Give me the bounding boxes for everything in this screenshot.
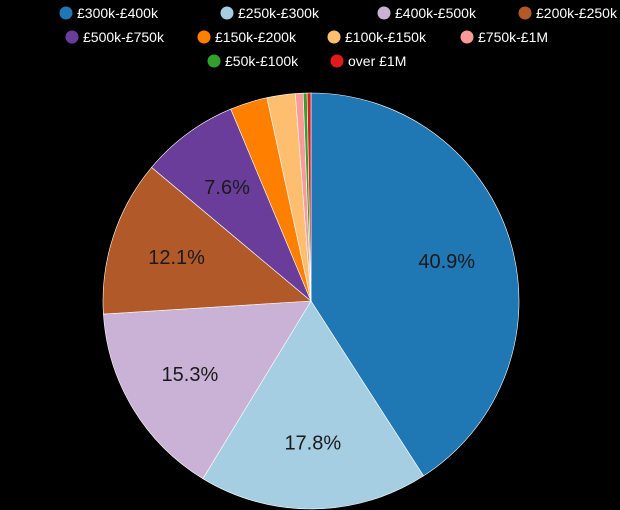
legend-item-500k-750k: £500k-£750k — [65, 29, 165, 45]
legend-swatch — [460, 30, 474, 44]
slice-250k-300k — [202, 300, 424, 510]
slice-400k-500k — [103, 300, 312, 480]
slice-over-1m — [306, 92, 312, 302]
slice-label-300k-400k: 40.9% — [418, 251, 475, 273]
legend-item-100k-150k: £100k-£150k — [327, 29, 427, 45]
legend-item-750k-1m: £750k-£1M — [460, 29, 548, 45]
slice-500k-750k — [151, 108, 312, 302]
legend-swatch — [65, 30, 79, 44]
legend-label: £750k-£1M — [478, 29, 548, 45]
legend-label: £500k-£750k — [83, 29, 165, 45]
legend-item-300k-400k: £300k-£400k — [59, 5, 159, 21]
legend-swatch — [377, 6, 391, 20]
legend-item-200k-250k: £200k-£250k — [518, 5, 618, 21]
slice-label-500k-750k: 7.6% — [204, 177, 250, 199]
legend-item-over-1m: over £1M — [330, 53, 406, 69]
slice-label-250k-300k: 17.8% — [284, 432, 341, 454]
legend-label: over £1M — [348, 53, 406, 69]
legend-item-400k-500k: £400k-£500k — [377, 5, 477, 21]
legend-swatch — [518, 6, 532, 20]
legend-label: £200k-£250k — [536, 5, 618, 21]
slice-300k-400k — [310, 92, 520, 477]
legend-item-250k-300k: £250k-£300k — [220, 5, 320, 21]
pie-slices — [102, 92, 520, 510]
slice-label-400k-500k: 15.3% — [162, 364, 219, 386]
slice-labels: 40.9% 17.8% 15.3% 12.1% 7.6% — [148, 177, 475, 454]
legend-label: £400k-£500k — [395, 5, 477, 21]
legend-swatch — [207, 54, 221, 68]
legend-swatch — [330, 54, 344, 68]
legend: £300k-£400k £250k-£300k £400k-£500k £200k-£… — [59, 5, 618, 69]
legend-label: £250k-£300k — [238, 5, 320, 21]
legend-item-150k-200k: £150k-£200k — [197, 29, 297, 45]
legend-label: £150k-£200k — [215, 29, 297, 45]
legend-swatch — [59, 6, 73, 20]
legend-swatch — [197, 30, 211, 44]
legend-label: £300k-£400k — [77, 5, 159, 21]
legend-label: £50k-£100k — [225, 53, 299, 69]
legend-swatch — [327, 30, 341, 44]
legend-item-50k-100k: £50k-£100k — [207, 53, 299, 69]
legend-label: £100k-£150k — [345, 29, 427, 45]
slice-label-200k-250k: 12.1% — [148, 247, 205, 269]
legend-swatch — [220, 6, 234, 20]
slice-200k-250k — [102, 166, 312, 315]
